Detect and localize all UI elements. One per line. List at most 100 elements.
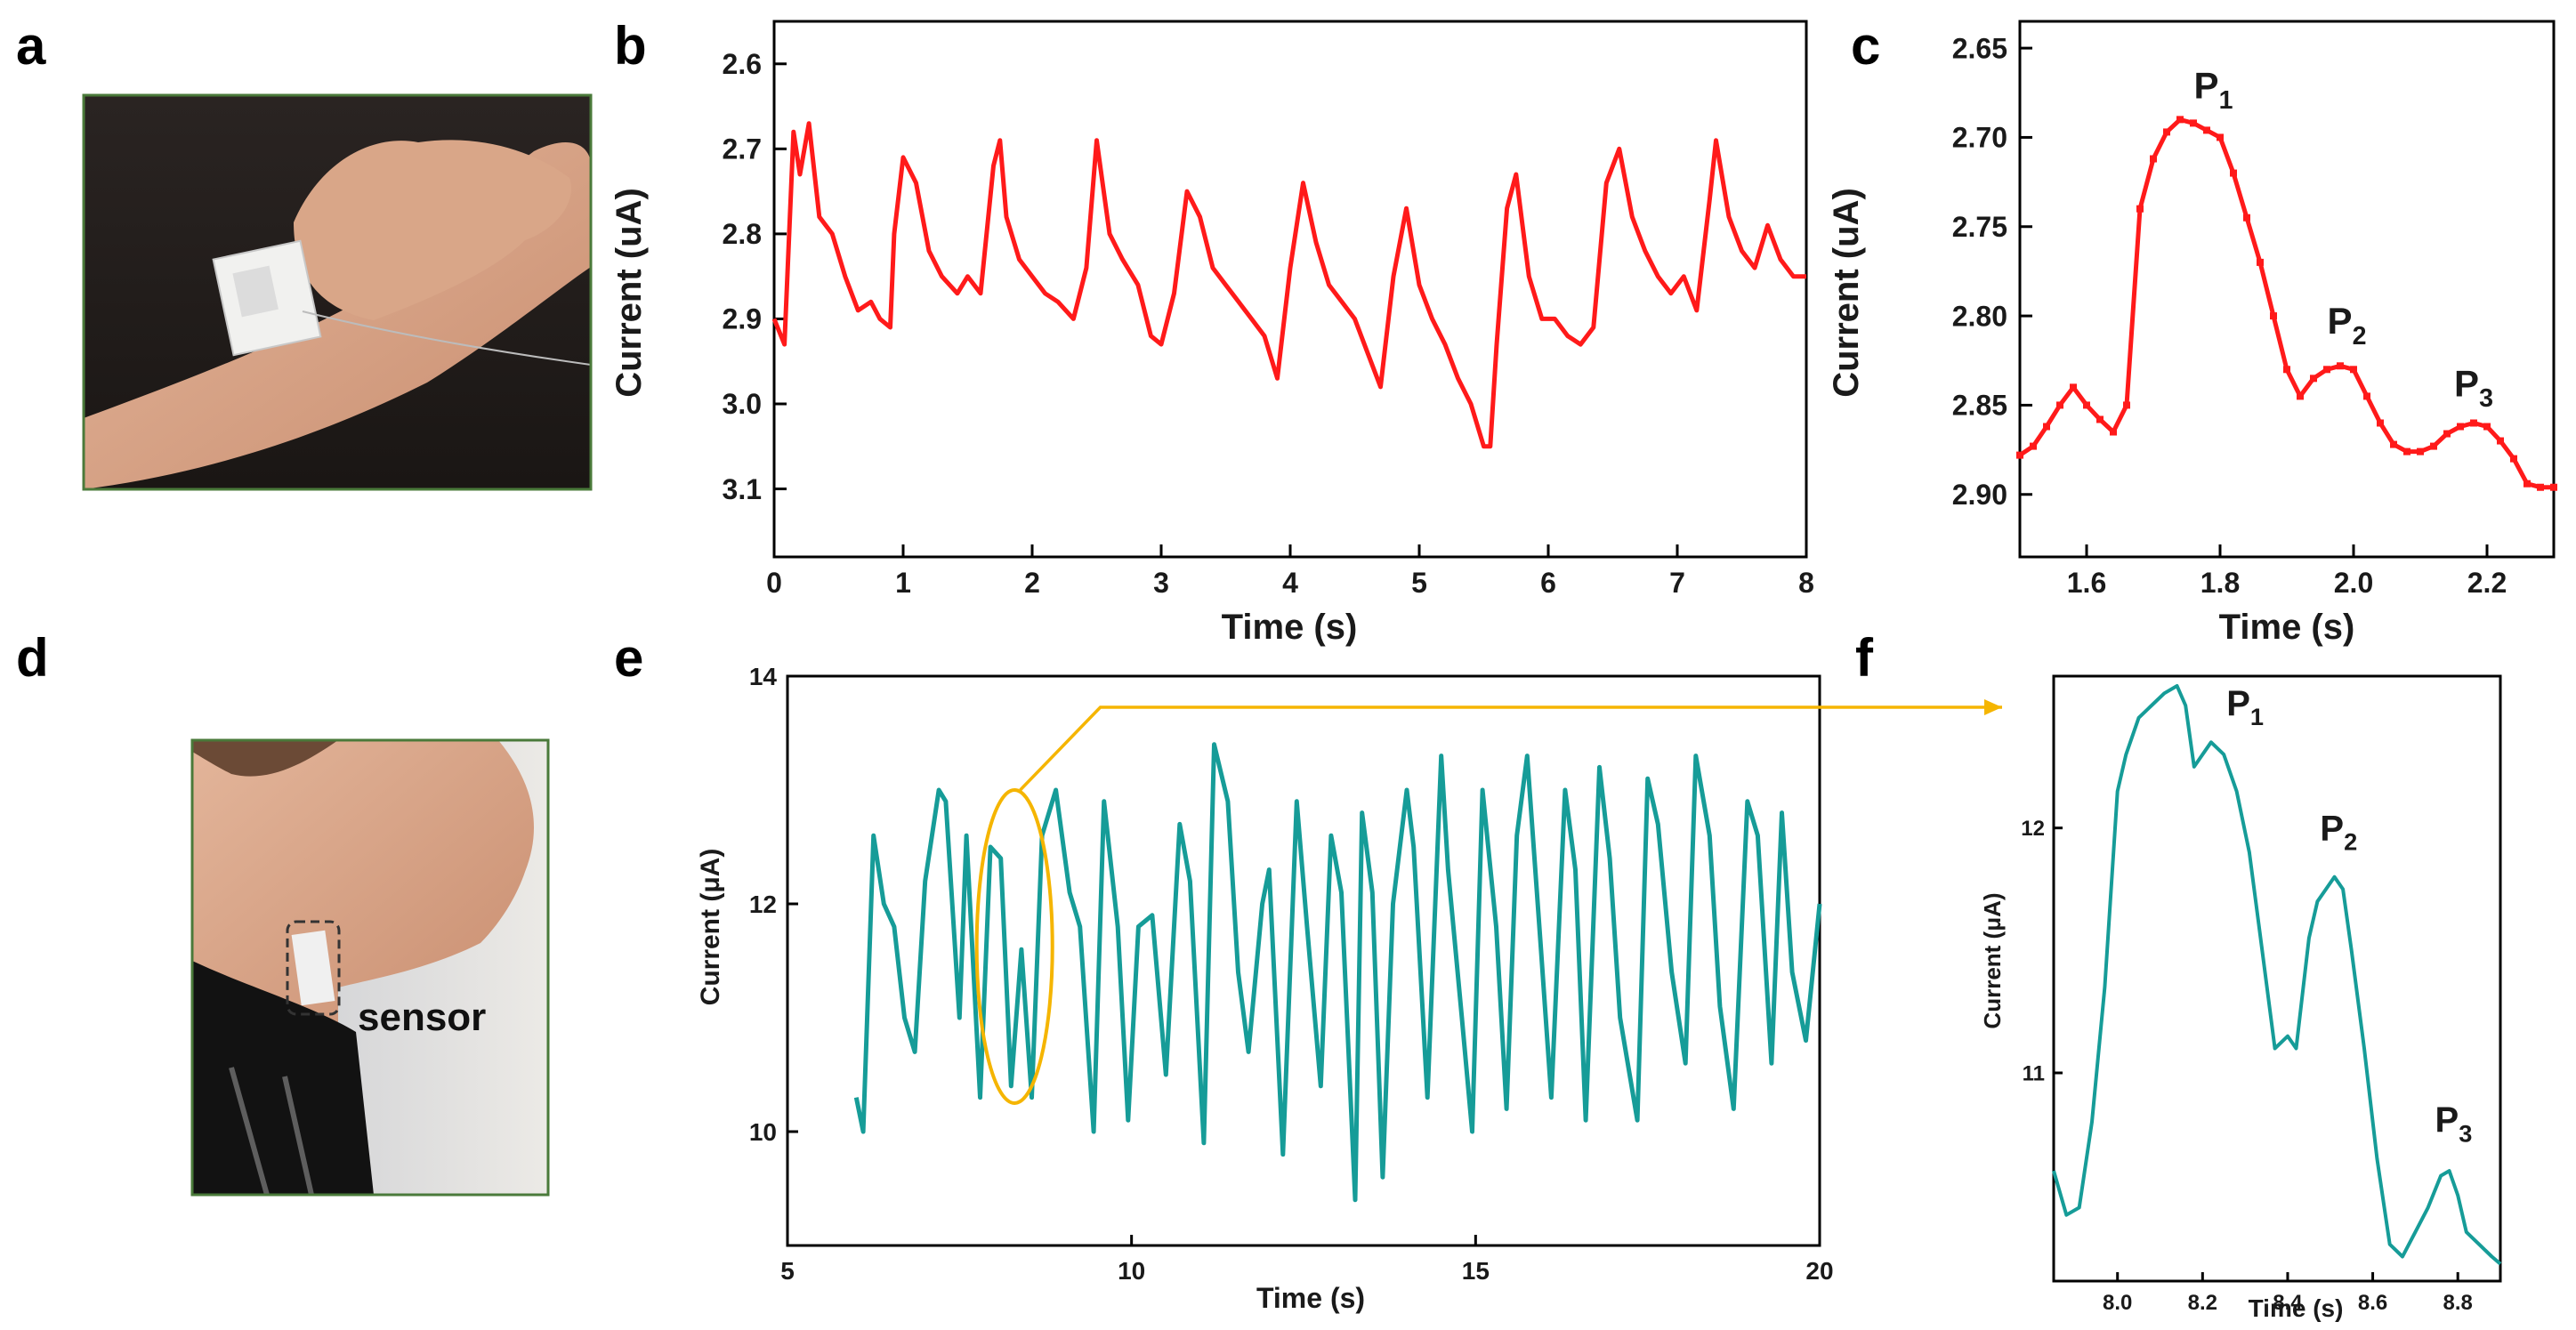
chart-c-point bbox=[2043, 423, 2050, 431]
panel-letter-b: b bbox=[614, 16, 647, 76]
chart-c-xtick-label: 2.2 bbox=[2467, 567, 2507, 599]
chart-b-xlabel: Time (s) bbox=[1222, 608, 1358, 647]
chart-c-point bbox=[2070, 383, 2077, 391]
chart-c-xtick-label: 2.0 bbox=[2334, 567, 2373, 599]
chart-b-xtick-label: 3 bbox=[1153, 567, 1169, 599]
chart-c-ytick-label: 2.85 bbox=[1952, 390, 2007, 422]
chart-f-xtick-label: 8.4 bbox=[2273, 1291, 2303, 1315]
chart-c-point bbox=[2537, 483, 2544, 491]
chart-c-ytick-label: 2.75 bbox=[1952, 211, 2007, 243]
chart-c-peak-label-1: P1 bbox=[2194, 64, 2233, 115]
chart-c-point bbox=[2096, 415, 2104, 423]
panel-letter-e: e bbox=[614, 628, 643, 688]
chart-b-xtick-label: 4 bbox=[1282, 567, 1298, 599]
chart-f-series-line bbox=[2052, 684, 2502, 1266]
chart-e-xtick-label: 5 bbox=[780, 1257, 795, 1285]
chart-c-point bbox=[2136, 205, 2144, 213]
chart-c-point bbox=[2323, 366, 2330, 374]
chart-c-point bbox=[2483, 423, 2491, 431]
chart-c-point bbox=[2363, 392, 2370, 400]
chart-f-peak-label-3: P3 bbox=[2435, 1100, 2473, 1147]
chart-e-ylabel: Current (μA) bbox=[696, 849, 725, 1006]
chart-c-point bbox=[2510, 455, 2517, 463]
panel-letter-d: d bbox=[16, 628, 49, 688]
chart-b-ytick-label: 2.7 bbox=[723, 133, 762, 165]
chart-c-point bbox=[2497, 437, 2504, 445]
neck-photo bbox=[192, 740, 548, 1195]
chart-c-frame bbox=[2018, 20, 2556, 559]
chart-f-ylabel: Current (μA) bbox=[1979, 892, 2006, 1028]
chart-c-point bbox=[2443, 430, 2451, 438]
chart-c-point bbox=[2310, 375, 2317, 383]
chart-c-ytick-label: 2.70 bbox=[1952, 122, 2007, 154]
chart-c-xtick-label: 1.8 bbox=[2201, 567, 2240, 599]
chart-c-point bbox=[2470, 419, 2477, 427]
wrist-photo-frame bbox=[82, 93, 593, 491]
chart-c-point bbox=[2123, 401, 2130, 409]
chart-c-point bbox=[2016, 451, 2023, 459]
chart-c-ytick-label: 2.80 bbox=[1952, 300, 2007, 332]
chart-f-peak-label-1: P1 bbox=[2226, 684, 2264, 730]
chart-b-xtick-label: 1 bbox=[895, 567, 911, 599]
chart-b-xtick-label: 5 bbox=[1411, 567, 1427, 599]
neck-photo-frame bbox=[190, 738, 550, 1197]
chart-b: Current (uA) Time (s) 0 1 2 3 4 5 6 7 8 2.6 2.7 2.8… bbox=[610, 20, 1814, 647]
chart-c-ytick-label: 2.90 bbox=[1952, 479, 2007, 511]
wrist-photo bbox=[84, 95, 591, 489]
chart-f-xtick-label: 8.0 bbox=[2103, 1291, 2132, 1315]
chart-e: Current (μA) Time (s) 5 10 15 20 10 12 14 bbox=[696, 663, 1834, 1314]
highlight-ellipse bbox=[974, 788, 1054, 1105]
connector-line bbox=[1019, 705, 2002, 792]
chart-c-point bbox=[2417, 447, 2424, 455]
chart-c-point bbox=[2257, 258, 2264, 266]
chart-c-point bbox=[2270, 312, 2277, 320]
chart-f-xtick-label: 8.8 bbox=[2443, 1291, 2473, 1315]
chart-c-point bbox=[2083, 401, 2090, 409]
chart-f-ytick-label: 12 bbox=[2021, 817, 2045, 841]
chart-c-xlabel: Time (s) bbox=[2219, 608, 2355, 647]
panel-letter-a: a bbox=[16, 16, 46, 76]
panel-letter-f: f bbox=[1855, 628, 1874, 688]
chart-f-xtick-label: 8.2 bbox=[2188, 1291, 2217, 1315]
chart-e-xlabel: Time (s) bbox=[1256, 1282, 1365, 1314]
chart-c-point bbox=[2217, 133, 2224, 141]
chart-c-point bbox=[2377, 419, 2384, 427]
chart-c-point bbox=[2056, 401, 2063, 409]
chart-e-ytick-label: 14 bbox=[749, 663, 778, 690]
chart-e-series-line bbox=[853, 742, 1822, 1203]
chart-b-xtick-label: 6 bbox=[1540, 567, 1556, 599]
chart-c-point bbox=[2524, 480, 2531, 488]
chart-e-xtick-label: 10 bbox=[1118, 1257, 1145, 1285]
chart-f-frame bbox=[2052, 674, 2502, 1283]
chart-f-peak-label-2: P2 bbox=[2320, 809, 2357, 855]
chart-c-point bbox=[2150, 155, 2157, 163]
chart-c-ytick-label: 2.65 bbox=[1952, 32, 2007, 64]
chart-f-xlabel: Time (s) bbox=[2249, 1294, 2344, 1322]
chart-c-point bbox=[2110, 428, 2117, 436]
chart-e-ytick-label: 10 bbox=[749, 1118, 777, 1146]
chart-b-frame bbox=[772, 20, 1808, 559]
chart-c-point bbox=[2163, 128, 2170, 136]
chart-c-point bbox=[2350, 366, 2357, 374]
arrow-head-icon bbox=[1984, 699, 2002, 715]
chart-c-xtick-label: 1.6 bbox=[2067, 567, 2106, 599]
chart-c-point bbox=[2283, 366, 2290, 374]
chart-c-peak-label-3: P3 bbox=[2454, 362, 2493, 413]
chart-c-point bbox=[2297, 392, 2304, 400]
chart-e-xtick-label: 15 bbox=[1462, 1257, 1490, 1285]
chart-c-point bbox=[2030, 442, 2037, 450]
sensor-label: sensor bbox=[358, 995, 486, 1039]
chart-b-ytick-label: 2.9 bbox=[723, 303, 762, 335]
chart-c-point bbox=[2457, 423, 2464, 431]
chart-c-point bbox=[2176, 116, 2184, 124]
chart-c-point bbox=[2403, 447, 2410, 455]
chart-c-point bbox=[2230, 169, 2237, 177]
chart-b-ytick-label: 2.6 bbox=[723, 48, 762, 80]
chart-b-ytick-label: 2.8 bbox=[723, 218, 762, 250]
chart-c-peak-label-2: P2 bbox=[2328, 300, 2367, 351]
chart-b-ytick-label: 3.1 bbox=[723, 473, 762, 505]
chart-b-ytick-label: 3.0 bbox=[723, 388, 762, 420]
chart-c-point bbox=[2337, 362, 2344, 370]
chart-b-xtick-label: 7 bbox=[1669, 567, 1685, 599]
